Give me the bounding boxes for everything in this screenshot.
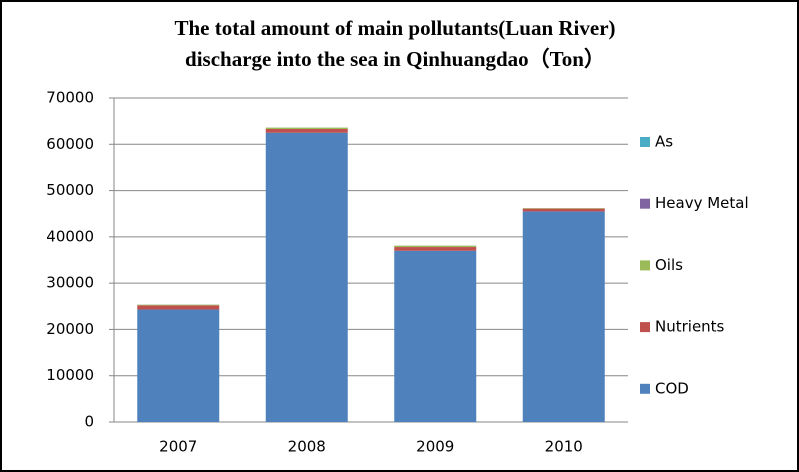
legend-label: Oils <box>655 256 683 274</box>
bar-segment <box>265 127 348 130</box>
y-tick-label: 50000 <box>46 181 94 199</box>
x-tick-label: 2007 <box>159 438 197 456</box>
legend-label: COD <box>655 379 689 397</box>
bar-segment <box>522 208 605 212</box>
legend-swatch <box>640 198 650 209</box>
y-tick-label: 10000 <box>46 366 94 384</box>
bar-segment <box>137 309 220 422</box>
bar-segment <box>137 304 220 306</box>
bar-segment <box>265 132 348 422</box>
legend-swatch <box>640 383 650 394</box>
x-tick-label: 2008 <box>288 438 326 456</box>
legend-swatch <box>640 322 650 333</box>
legend-label: Heavy Metal <box>655 194 749 212</box>
y-tick-label: 60000 <box>46 135 94 153</box>
chart-title: discharge into the sea in Qinhuangdao（To… <box>185 47 605 71</box>
legend-swatch <box>640 260 650 271</box>
y-tick-label: 40000 <box>46 227 94 245</box>
y-tick-label: 70000 <box>46 89 94 107</box>
bar-segment <box>137 305 220 310</box>
legend-label: Nutrients <box>655 318 725 336</box>
bar-segment <box>265 129 348 133</box>
x-tick-label: 2010 <box>545 438 583 456</box>
x-tick-label: 2009 <box>416 438 454 456</box>
legend-swatch <box>640 137 650 147</box>
bar-segment <box>522 211 605 422</box>
y-tick-label: 30000 <box>46 274 94 292</box>
legend-label: As <box>655 133 673 151</box>
y-tick-label: 20000 <box>46 320 94 338</box>
bar-segment <box>394 245 477 248</box>
y-tick-label: 0 <box>84 413 94 431</box>
bar-segment <box>394 247 477 251</box>
chart-title: The total amount of main pollutants(Luan… <box>174 16 615 40</box>
bar-segment <box>394 250 477 422</box>
